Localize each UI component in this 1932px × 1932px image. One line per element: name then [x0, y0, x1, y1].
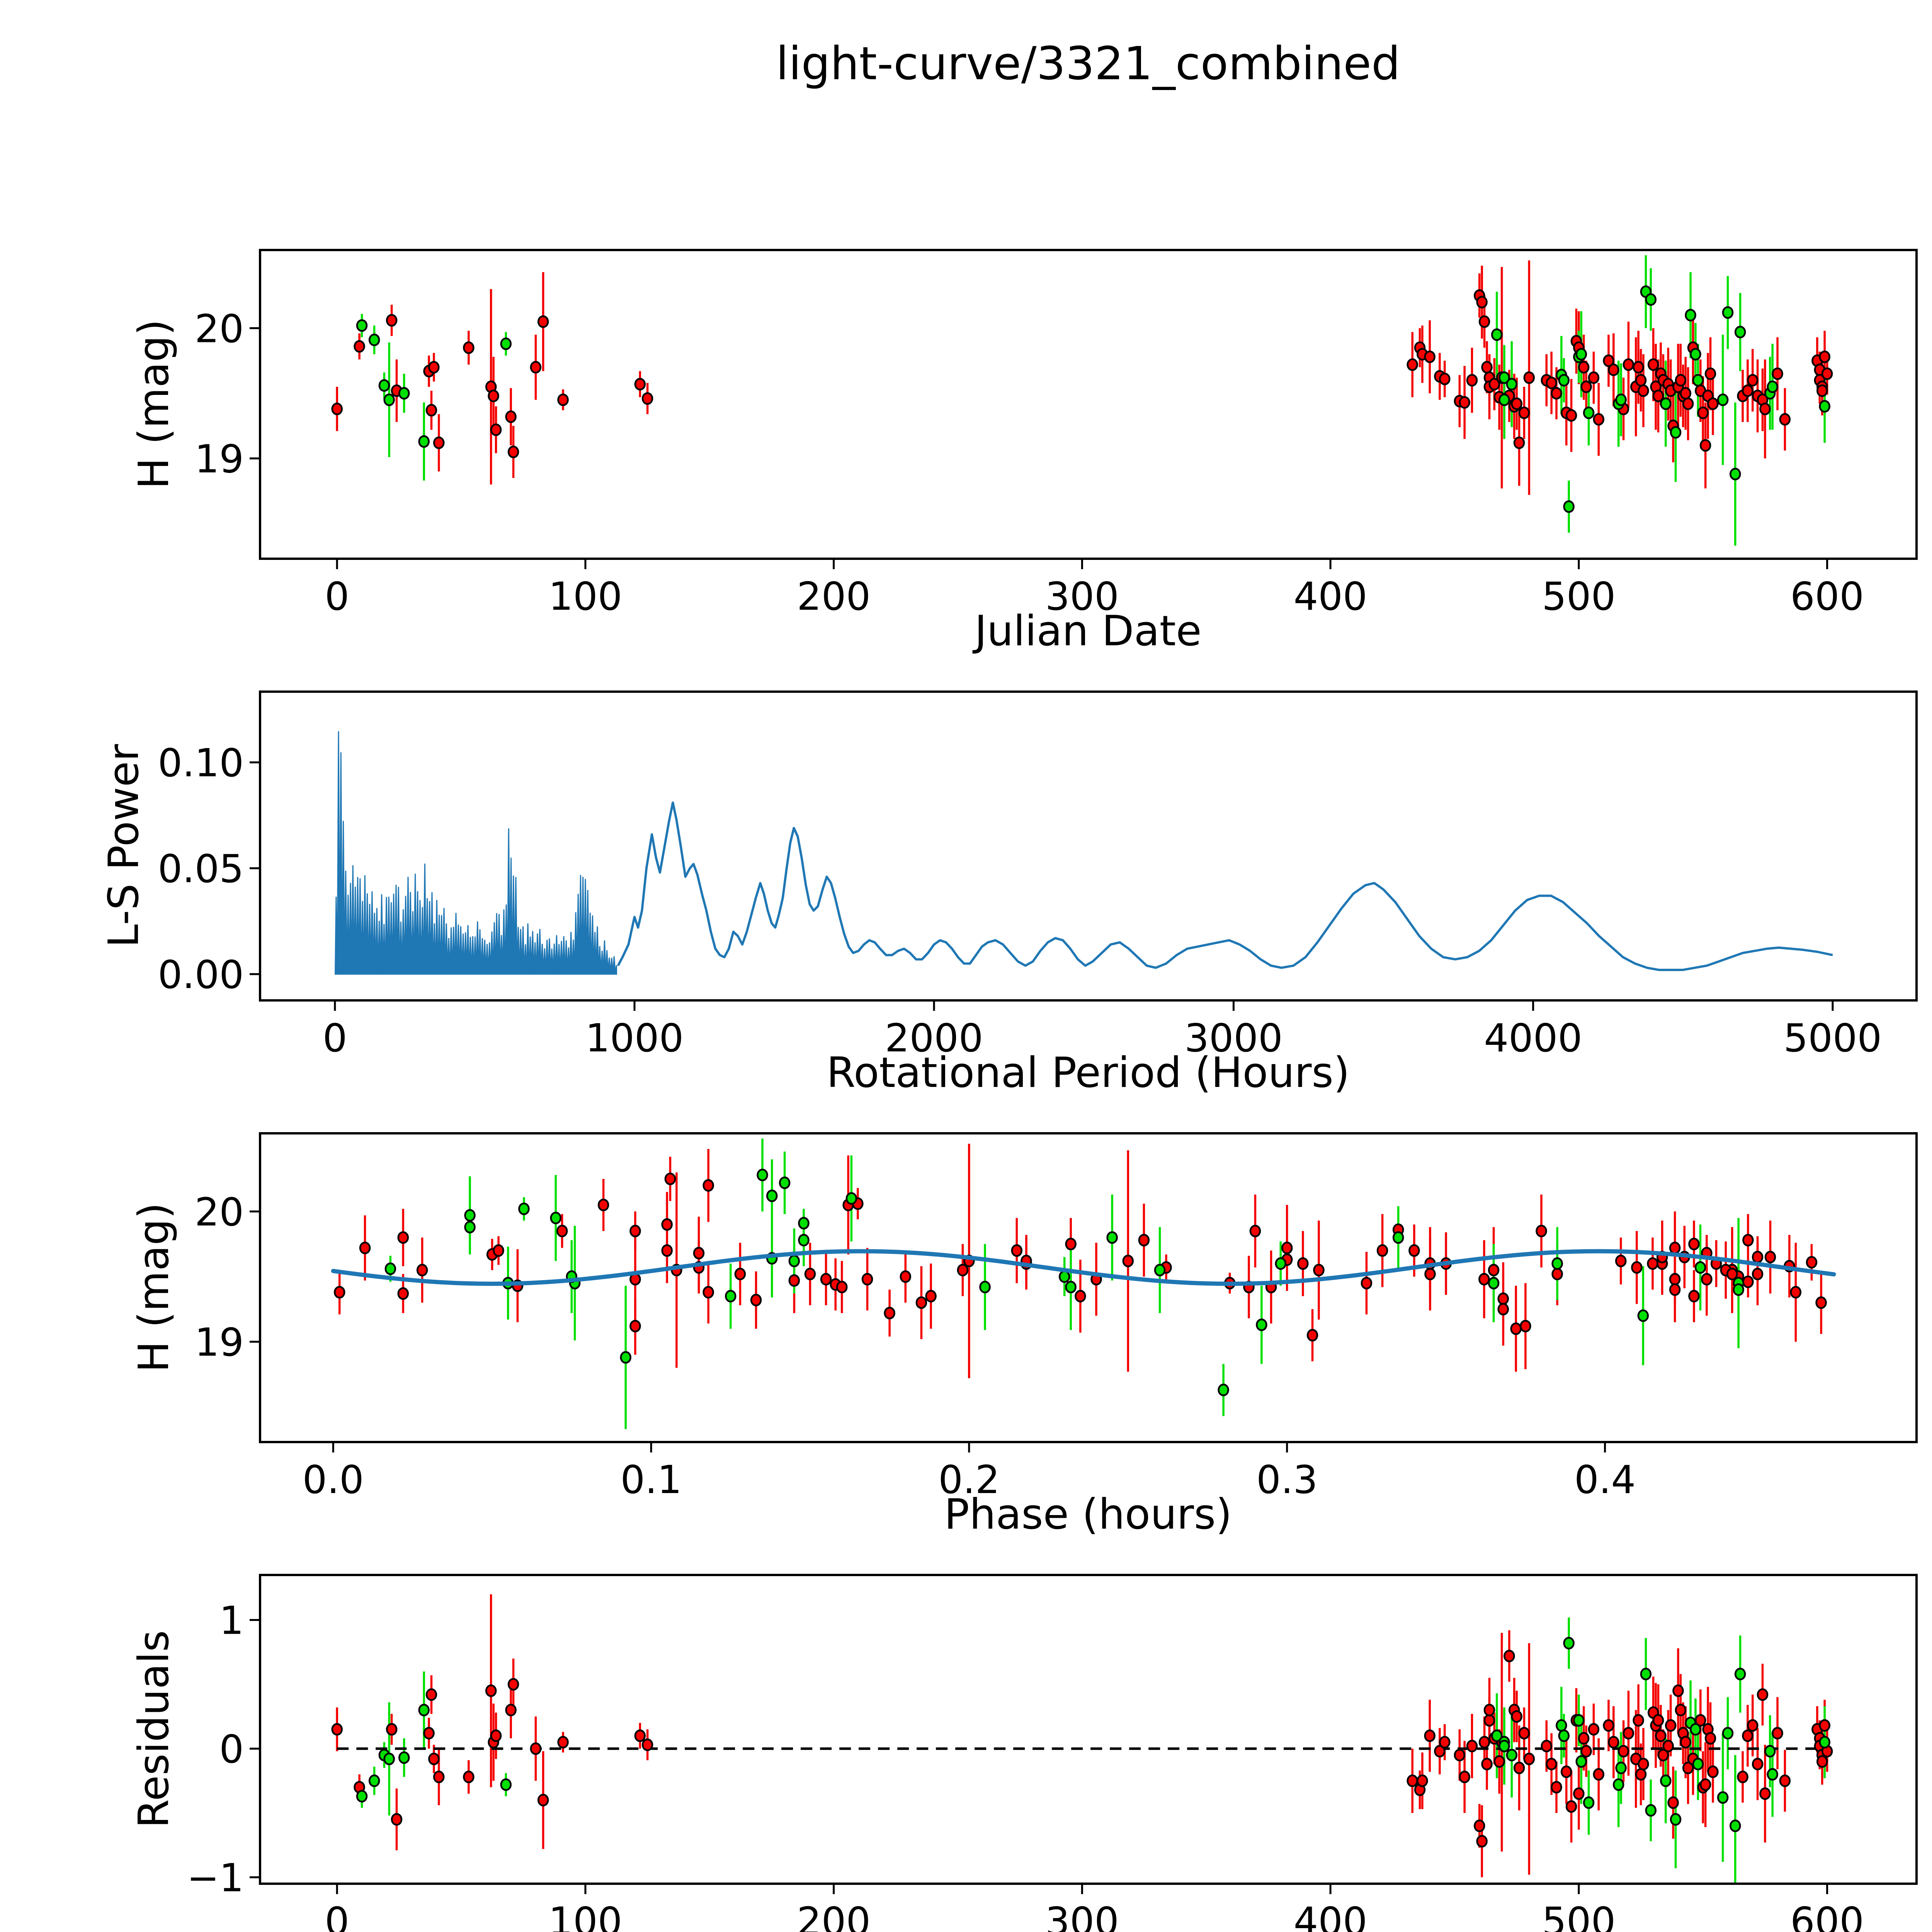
jd-mag-data — [331, 255, 1833, 546]
jd-mag-xlabel: Julian Date — [972, 607, 1201, 655]
phase-mag-ytick-label: 19 — [195, 1320, 244, 1365]
jd-mag-ylabel: H (mag) — [130, 319, 178, 489]
periodogram-ticks: 0 1000 2000 3000 4000 5000 0.00 0.05 0.10 — [158, 740, 1882, 1061]
phase-mag-xlabel: Phase (hours) — [944, 1490, 1232, 1539]
residuals-xtick-label: 400 — [1294, 1899, 1367, 1932]
periodogram-ytick-label: 0.10 — [158, 740, 244, 786]
periodogram-xtick-label: 0 — [323, 1015, 347, 1061]
periodogram-frame — [259, 690, 1918, 1002]
periodogram-curve — [617, 801, 1833, 971]
phase-mag-xtick-label: 0.2 — [938, 1457, 1000, 1502]
phase-mag-errorbars-green — [389, 1138, 1740, 1429]
phase-mag-xtick-label: 0.1 — [621, 1457, 682, 1502]
phase-mag-markers-green — [384, 1168, 1744, 1396]
panel-jd-mag: 0 100 200 300 400 500 600 19 20 H (mag) Julian D… — [130, 249, 1918, 655]
phase-mag-frame — [259, 1132, 1918, 1443]
phase-mag-ticks: 0.0 0.1 0.2 0.3 0.4 19 20 — [195, 1189, 1636, 1502]
phase-mag-xtick-label: 0.4 — [1574, 1457, 1636, 1502]
residuals-ylabel: Residuals — [130, 1630, 178, 1828]
periodogram-xtick-label: 1000 — [585, 1015, 684, 1061]
periodogram-xtick-label: 5000 — [1784, 1015, 1882, 1061]
residuals-frame — [259, 1574, 1918, 1885]
residuals-xtick-label: 200 — [797, 1899, 871, 1932]
jd-mag-markers-green — [356, 285, 1830, 513]
residuals-xtick-label: 100 — [549, 1899, 622, 1932]
phase-mag-data — [331, 1138, 1836, 1429]
periodogram-xlabel: Rotational Period (Hours) — [827, 1049, 1350, 1097]
residuals-ytick-label: −1 — [187, 1855, 244, 1900]
periodogram-noisy-region — [335, 731, 617, 975]
periodogram-ylabel: L-S Power — [100, 744, 148, 947]
phase-mag-markers-red — [333, 1172, 1827, 1342]
periodogram-ytick-label: 0.00 — [158, 952, 244, 997]
residuals-ticks: 0 100 200 300 400 500 600 −1 0 1 — [187, 1598, 1864, 1932]
jd-mag-frame — [259, 249, 1918, 560]
phase-mag-errorbars-red — [338, 1143, 1822, 1378]
jd-mag-xtick-label: 600 — [1790, 574, 1864, 619]
jd-mag-xtick-label: 200 — [797, 574, 871, 619]
periodogram-ytick-label: 0.05 — [158, 846, 244, 891]
jd-mag-xtick-label: 400 — [1294, 574, 1367, 619]
residuals-data — [331, 1594, 1833, 1884]
sine-fit-curve — [331, 1249, 1836, 1286]
periodogram-xtick-label: 2000 — [885, 1015, 983, 1061]
jd-mag-ytick-label: 20 — [195, 306, 244, 351]
jd-mag-xtick-label: 300 — [1045, 574, 1119, 619]
jd-mag-xtick-label: 100 — [549, 574, 622, 619]
residuals-ytick-label: 1 — [219, 1598, 244, 1643]
figure-title: light-curve/3321_combined — [776, 37, 1400, 90]
jd-mag-errorbars-red — [336, 260, 1828, 495]
phase-mag-xtick-label: 0.0 — [303, 1457, 364, 1502]
jd-mag-errorbars-green — [361, 255, 1826, 546]
jd-mag-markers-red — [331, 289, 1833, 458]
periodogram-xtick-label: 3000 — [1184, 1015, 1283, 1061]
jd-mag-xtick-label: 500 — [1542, 574, 1616, 619]
jd-mag-ytick-label: 19 — [195, 436, 244, 481]
panel-phase-mag: 0.0 0.1 0.2 0.3 0.4 19 20 H (mag) Phase (hours… — [130, 1132, 1918, 1539]
periodogram-data — [335, 731, 1833, 975]
periodogram-xtick-label: 4000 — [1484, 1015, 1582, 1061]
residuals-xtick-label: 300 — [1045, 1899, 1119, 1932]
residuals-markers-green — [356, 1637, 1830, 1832]
residuals-xtick-label: 0 — [325, 1899, 349, 1932]
phase-mag-ylabel: H (mag) — [130, 1202, 178, 1372]
residuals-errorbars-red — [336, 1594, 1828, 1878]
jd-mag-xtick-label: 0 — [325, 574, 349, 619]
jd-mag-ticks: 0 100 200 300 400 500 600 19 20 — [195, 306, 1864, 619]
residuals-errorbars-green — [361, 1617, 1826, 1884]
residuals-ytick-label: 0 — [219, 1726, 244, 1772]
phase-mag-xtick-label: 0.3 — [1256, 1457, 1318, 1502]
residuals-xtick-label: 500 — [1542, 1899, 1616, 1932]
panel-periodogram: 0 1000 2000 3000 4000 5000 0.00 0.05 0.10 L-S Po… — [100, 690, 1918, 1097]
phase-mag-ytick-label: 20 — [195, 1189, 244, 1235]
residuals-xtick-label: 600 — [1790, 1899, 1864, 1932]
